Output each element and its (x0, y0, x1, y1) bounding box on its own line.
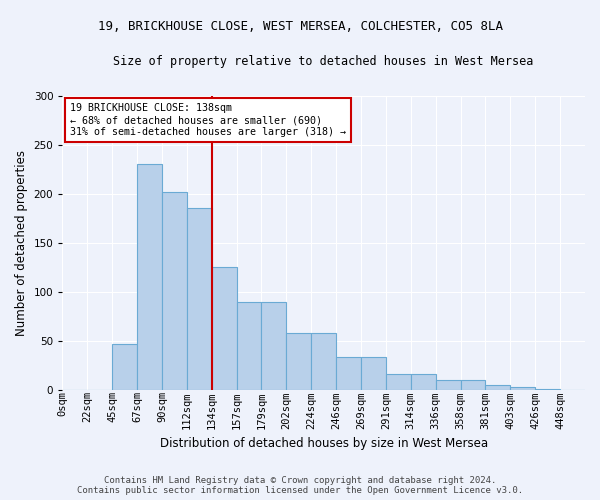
Bar (212, 267, 236, 390)
Text: 19, BRICKHOUSE CLOSE, WEST MERSEA, COLCHESTER, CO5 8LA: 19, BRICKHOUSE CLOSE, WEST MERSEA, COLCH… (97, 20, 503, 33)
Text: Contains HM Land Registry data © Crown copyright and database right 2024.
Contai: Contains HM Land Registry data © Crown c… (77, 476, 523, 495)
Bar (485, 385, 511, 390)
Bar (461, 380, 485, 390)
Text: 19 BRICKHOUSE CLOSE: 138sqm
← 68% of detached houses are smaller (690)
31% of se: 19 BRICKHOUSE CLOSE: 138sqm ← 68% of det… (70, 104, 346, 136)
Bar (386, 374, 411, 390)
Bar (336, 358, 361, 390)
Y-axis label: Number of detached properties: Number of detached properties (15, 150, 28, 336)
Bar (511, 387, 535, 390)
Bar (112, 344, 137, 390)
Bar (361, 358, 386, 390)
Bar (262, 302, 286, 390)
Bar (411, 374, 436, 390)
Bar (535, 389, 560, 390)
Bar (236, 302, 262, 390)
Title: Size of property relative to detached houses in West Mersea: Size of property relative to detached ho… (113, 55, 534, 68)
Bar (311, 333, 336, 390)
Bar (286, 333, 311, 390)
Bar (187, 208, 212, 390)
X-axis label: Distribution of detached houses by size in West Mersea: Distribution of detached houses by size … (160, 437, 488, 450)
Bar (137, 164, 162, 390)
Bar (436, 380, 461, 390)
Bar (162, 192, 187, 390)
